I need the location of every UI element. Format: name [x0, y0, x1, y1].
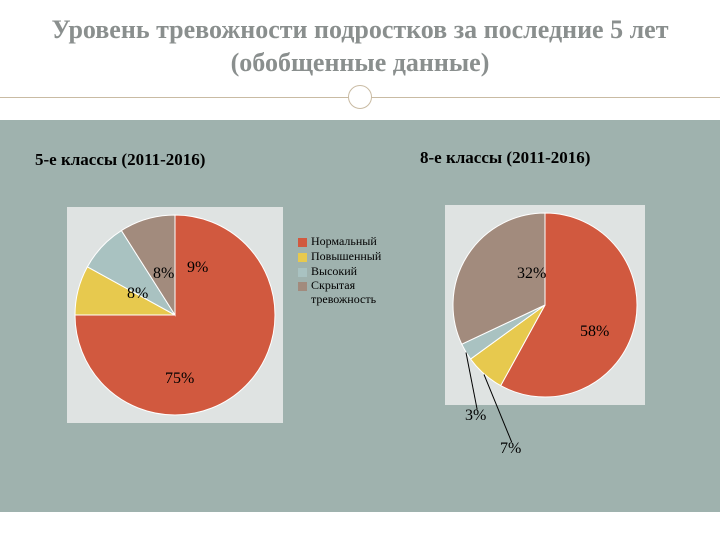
legend-item: Нормальный [298, 235, 408, 249]
pie-slice-label: 3% [465, 407, 486, 425]
legend-item: Скрытая тревожность [298, 279, 408, 307]
legend-label: Повышенный [311, 250, 381, 264]
title-divider [0, 83, 720, 111]
chart-right-title: 8-е классы (2011-2016) [420, 148, 590, 168]
pie-slice-label: 9% [187, 259, 208, 277]
legend-swatch-icon [298, 282, 307, 291]
pie-slice-label: 8% [153, 265, 174, 283]
legend-label: Нормальный [311, 235, 377, 249]
legend-swatch-icon [298, 268, 307, 277]
pie-slice-label: 8% [127, 285, 148, 303]
legend-item: Повышенный [298, 250, 408, 264]
legend-swatch-icon [298, 253, 307, 262]
pie-chart-right [445, 205, 645, 405]
legend-item: Высокий [298, 265, 408, 279]
legend: НормальныйПовышенныйВысокийСкрытая трево… [298, 235, 408, 308]
slide: Уровень тревожности подростков за послед… [0, 0, 720, 540]
pie-slice-label: 75% [165, 370, 194, 388]
pie-chart-left [67, 207, 283, 423]
legend-label: Высокий [311, 265, 357, 279]
pie-slice-label: 58% [580, 323, 609, 341]
pie-slice-label: 32% [517, 265, 546, 283]
divider-circle-icon [348, 85, 372, 109]
content-area: 5-е классы (2011-2016) 8-е классы (2011-… [0, 120, 720, 512]
legend-label: Скрытая тревожность [311, 279, 408, 307]
chart-left-title: 5-е классы (2011-2016) [35, 150, 205, 170]
page-title: Уровень тревожности подростков за послед… [0, 0, 720, 79]
legend-swatch-icon [298, 238, 307, 247]
